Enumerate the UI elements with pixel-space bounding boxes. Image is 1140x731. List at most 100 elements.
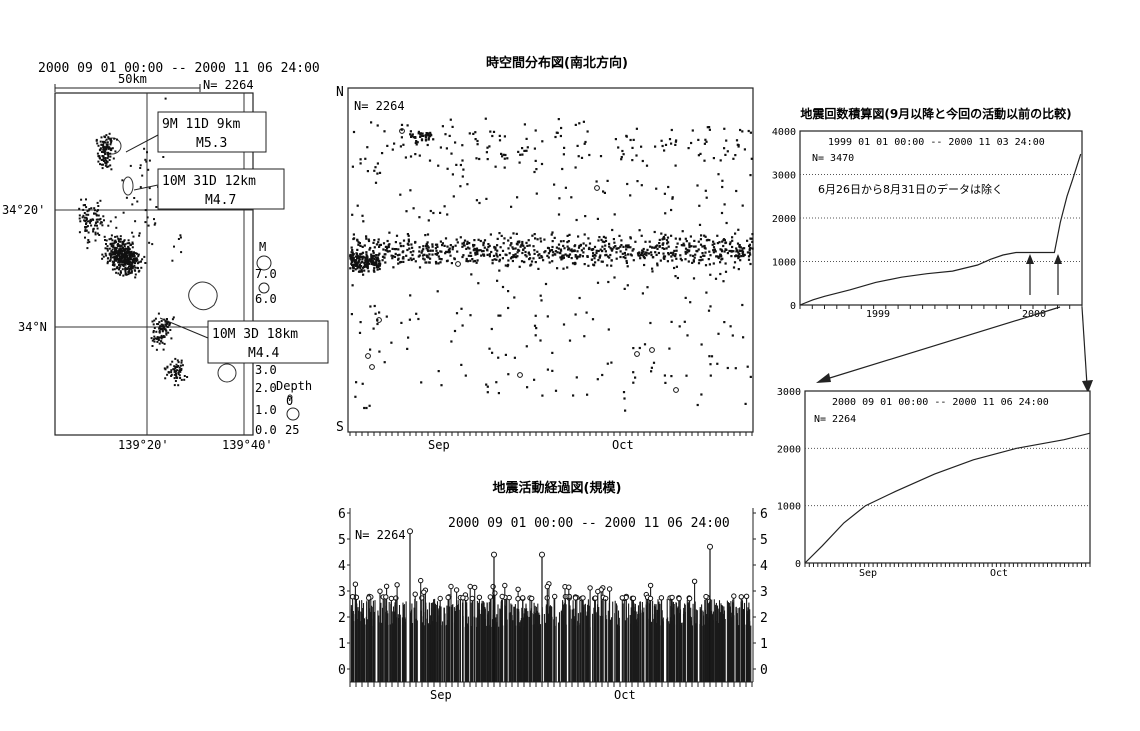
spatiotemporal-event-dot xyxy=(719,254,722,257)
epicenter-dot xyxy=(134,266,137,269)
epicenter-dot xyxy=(93,207,96,210)
spatiotemporal-event-dot xyxy=(696,403,699,407)
spatiotemporal-event-dot xyxy=(615,257,618,260)
epicenter-dot xyxy=(108,132,111,135)
spatiotemporal-event-dot xyxy=(734,367,737,370)
epicenter-dot xyxy=(149,198,152,201)
spatiotemporal-event-dot xyxy=(383,256,386,259)
spatiotemporal-event-dot xyxy=(678,238,682,241)
spatiotemporal-event-dot xyxy=(454,244,457,247)
epicenter-dot xyxy=(99,157,102,160)
spatiotemporal-event-dot xyxy=(571,250,574,253)
spatiotemporal-event-dot xyxy=(557,247,560,250)
epicenter-dot xyxy=(121,268,124,271)
epicenter-dot xyxy=(119,265,122,268)
spatiotemporal-event-dot xyxy=(409,294,412,297)
spatiotemporal-xtick-oct: Oct xyxy=(612,438,634,452)
spatiotemporal-event-dot xyxy=(595,249,598,252)
spatiotemporal-chart: 時空間分布図(南北方向) N S N= 2264 Sep Oct xyxy=(336,55,754,452)
spatiotemporal-event-dot xyxy=(742,253,745,256)
epicenter-dot xyxy=(110,253,113,256)
epicenter-dot xyxy=(156,323,159,325)
spatiotemporal-event-dot xyxy=(367,262,370,265)
spatiotemporal-event-dot xyxy=(567,254,570,257)
spatiotemporal-event-dot xyxy=(724,270,728,273)
spatiotemporal-event-dot xyxy=(534,159,537,162)
spatiotemporal-event-dot xyxy=(601,240,604,243)
spatiotemporal-event-dot xyxy=(367,270,370,273)
spatiotemporal-event-dot xyxy=(561,167,564,171)
epicenter-dot xyxy=(103,219,105,222)
epicenter-dot xyxy=(132,257,135,260)
spatiotemporal-event-dot xyxy=(494,248,497,251)
spatiotemporal-event-dot xyxy=(726,366,729,370)
spatiotemporal-event-dot xyxy=(689,235,692,238)
epicenter-dot xyxy=(111,264,114,266)
magnitude-time-ytick-right: 6 xyxy=(760,507,768,522)
spatiotemporal-event-dot xyxy=(497,392,500,395)
magnitude-event-head xyxy=(606,586,613,592)
spatiotemporal-event-dot xyxy=(461,242,464,245)
spatiotemporal-event-dot xyxy=(377,265,380,268)
spatiotemporal-event-dot xyxy=(479,249,482,252)
spatiotemporal-event-dot xyxy=(373,258,376,261)
spatiotemporal-event-dot xyxy=(738,244,741,247)
epicenter-dot xyxy=(165,329,168,332)
spatiotemporal-event-dot xyxy=(666,242,669,245)
spatiotemporal-event-dot xyxy=(503,166,506,169)
spatiotemporal-event-dot xyxy=(574,123,577,126)
epicenter-dot xyxy=(147,168,150,171)
spatiotemporal-event-dot xyxy=(496,279,499,282)
callout-m47-mag: M4.7 xyxy=(205,193,236,208)
spatiotemporal-event-dot xyxy=(354,268,357,271)
spatiotemporal-event-dot xyxy=(649,245,652,248)
spatiotemporal-event-dot xyxy=(626,284,629,287)
spatiotemporal-event-dot xyxy=(539,240,543,243)
epicenter-dot xyxy=(102,160,105,162)
epicenter-dot xyxy=(107,155,110,158)
spatiotemporal-event-dot xyxy=(631,159,634,162)
spatiotemporal-event-dot xyxy=(395,248,398,251)
spatiotemporal-event-dot xyxy=(538,256,541,259)
epicenter-dot xyxy=(124,251,127,254)
epicenter-dot xyxy=(96,210,99,213)
spatiotemporal-event-dot xyxy=(498,269,501,272)
epicenter-dot xyxy=(175,372,177,375)
magnitude-event-head xyxy=(421,589,427,595)
spatiotemporal-event-dot xyxy=(361,251,365,254)
spatiotemporal-event-dot xyxy=(352,264,355,267)
spatiotemporal-event-dot xyxy=(461,144,464,147)
epicenter-dot xyxy=(102,151,105,154)
epicenter-dot xyxy=(165,324,168,327)
spatiotemporal-event-dot xyxy=(643,253,646,256)
spatiotemporal-event-dot xyxy=(359,158,362,161)
spatiotemporal-event-dot xyxy=(434,247,437,250)
spatiotemporal-event-dot xyxy=(748,247,751,250)
spatiotemporal-event-dot xyxy=(721,185,724,189)
magnitude-event-head xyxy=(572,595,579,601)
epicenter-dot xyxy=(126,268,129,271)
epicenter-dot xyxy=(134,276,137,279)
epicenter-dot xyxy=(118,260,120,263)
epicenter-dot xyxy=(164,97,167,100)
epicenter-dot xyxy=(114,235,117,238)
spatiotemporal-event-dot xyxy=(451,125,454,128)
spatiotemporal-event-dot xyxy=(625,248,628,251)
epicenter-dot xyxy=(124,267,127,270)
epicenter-dot xyxy=(107,151,109,154)
epicenter-dot xyxy=(116,235,119,238)
epicenter-dot xyxy=(158,331,161,334)
magnitude-event-head xyxy=(566,584,572,590)
epicenter-dot xyxy=(131,231,134,234)
spatiotemporal-event-dot xyxy=(468,132,471,135)
epicenter-dot xyxy=(116,267,119,269)
spatiotemporal-event-dot xyxy=(629,237,632,240)
spatiotemporal-event-dot xyxy=(664,143,668,146)
spatiotemporal-event-dot xyxy=(402,143,405,146)
spatiotemporal-event-dot xyxy=(562,153,565,156)
spatiotemporal-event-dot xyxy=(673,249,676,252)
epicenter-dot xyxy=(176,366,179,368)
epicenter-dot xyxy=(78,217,81,220)
spatiotemporal-event-dot xyxy=(720,250,724,253)
epicenter-dot xyxy=(88,240,91,243)
